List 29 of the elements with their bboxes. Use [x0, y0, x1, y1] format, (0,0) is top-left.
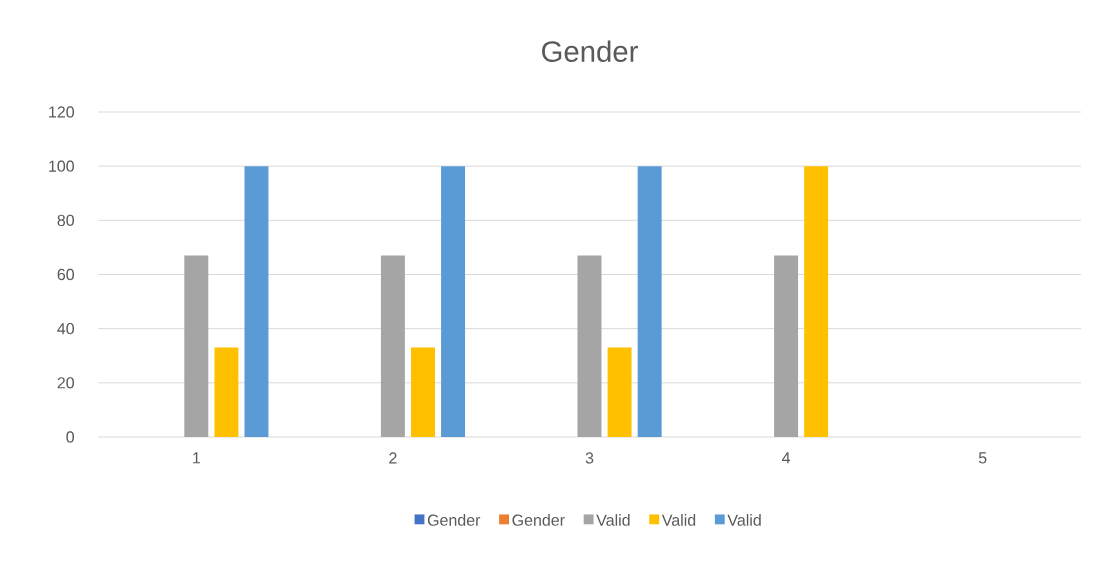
x-tick-label: 4: [782, 452, 791, 464]
x-tick-label: 1: [193, 452, 200, 464]
bar: [214, 347, 239, 437]
bar: [607, 347, 632, 437]
y-tick-label: 20: [57, 377, 75, 389]
chart-title: Gender: [542, 40, 638, 62]
y-tick-label: 40: [57, 323, 75, 335]
bar: [410, 347, 435, 437]
y-tick-label: 0: [66, 431, 75, 443]
y-tick-label: 80: [57, 214, 75, 226]
legend-label: Valid: [661, 514, 696, 526]
bar: [184, 255, 209, 437]
legend-label: Valid: [727, 514, 761, 526]
bar: [244, 166, 269, 437]
y-tick-label: 60: [57, 268, 75, 281]
legend-label: Valid: [596, 514, 630, 526]
bar: [804, 166, 829, 437]
bar: [637, 166, 662, 437]
legend-label: Gender: [512, 514, 565, 526]
bar: [774, 255, 799, 437]
x-tick-label: 5: [978, 452, 987, 464]
y-tick-label: 100: [49, 160, 75, 172]
x-tick-label: 2: [389, 452, 397, 464]
bar: [441, 166, 466, 437]
y-tick-label: 120: [49, 106, 75, 118]
bar: [380, 255, 405, 437]
x-tick-label: 3: [585, 452, 594, 464]
legend-label: Gender: [427, 514, 481, 526]
bar: [577, 255, 602, 437]
